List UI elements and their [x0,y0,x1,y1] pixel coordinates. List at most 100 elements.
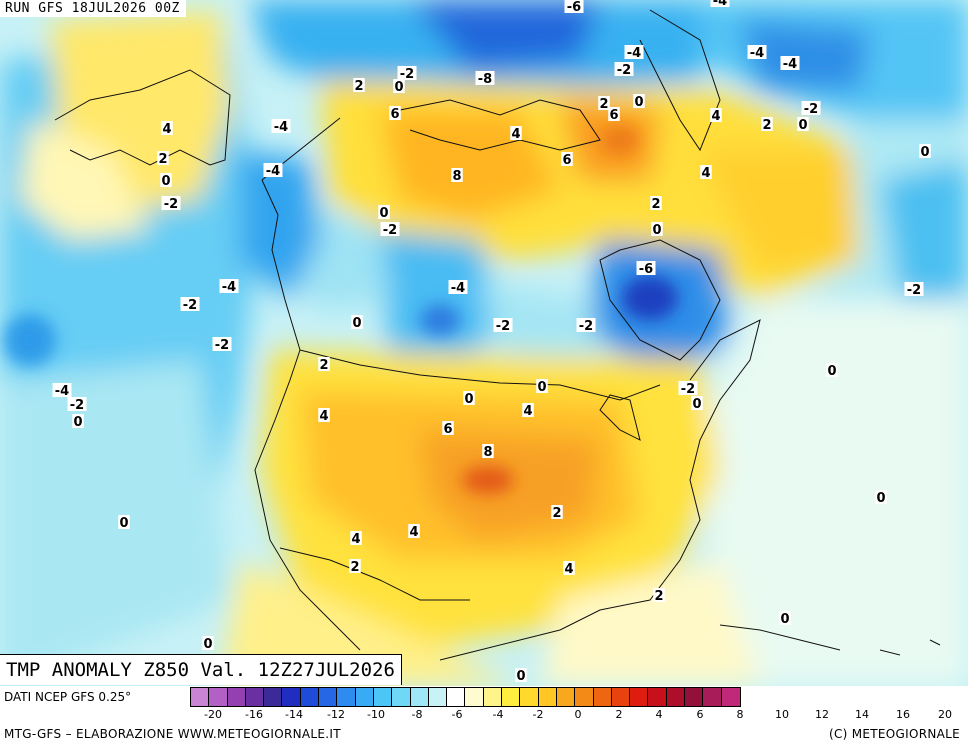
svg-text:2: 2 [319,358,328,373]
svg-text:0: 0 [119,516,128,531]
greenland-coast [639,9,721,152]
svg-text:6: 6 [390,107,399,122]
scale-tick-label: 12 [815,708,829,721]
svg-text:-2: -2 [804,102,818,117]
contour-label: 2 [598,96,610,112]
contour-label: 2 [157,151,169,167]
svg-text:-4: -4 [55,384,69,399]
contour-label: 4 [408,524,420,540]
svg-text:2: 2 [654,589,663,604]
svg-text:-2: -2 [383,223,397,238]
source-label: DATI NCEP GFS 0.25° [4,690,132,704]
contour-label: 2 [349,559,361,575]
scale-swatch [575,688,594,706]
svg-text:-2: -2 [70,398,84,413]
contour-label: 4 [710,108,722,124]
svg-text:-4: -4 [266,164,280,179]
contour-label: 0 [691,396,703,412]
scale-swatch [465,688,484,706]
contour-label: 4 [510,126,522,142]
scale-swatch [666,688,686,706]
svg-text:4: 4 [701,166,710,181]
contour-label: -8 [475,71,495,87]
contour-label: 4 [161,121,173,137]
contour-label: -2 [576,318,596,334]
svg-text:6: 6 [443,422,452,437]
arctic-islands [399,99,601,151]
scale-swatch [556,688,576,706]
scale-swatch [611,688,631,706]
scale-swatch [209,688,228,706]
svg-text:-4: -4 [627,46,641,61]
scale-swatch [520,688,539,706]
svg-text:-2: -2 [681,382,695,397]
great-lakes [599,394,641,441]
scale-tick-label: 8 [736,708,744,721]
svg-text:2: 2 [599,97,608,112]
contour-label: 2 [551,505,563,521]
contour-label: -4 [624,45,644,61]
svg-text:-4: -4 [451,281,465,296]
pacific-coast [254,179,361,651]
svg-text:-4: -4 [783,57,797,72]
contour-label: 4 [318,408,330,424]
svg-text:4: 4 [511,127,520,142]
svg-text:0: 0 [394,80,403,95]
svg-text:-4: -4 [750,46,764,61]
contour-label: 0 [378,205,390,221]
contour-label: -2 [678,381,698,397]
scale-tick-label: 14 [855,708,869,721]
contour-label: 6 [389,106,401,122]
svg-text:0: 0 [634,95,643,110]
contour-label: 0 [463,391,475,407]
svg-text:0: 0 [537,380,546,395]
run-label: RUN GFS 18JUL2026 00Z [0,0,186,17]
svg-text:6: 6 [562,153,571,168]
scale-tick-label: -14 [285,708,303,721]
credit-left: MTG-GFS – ELABORAZIONE WWW.METEOGIORNALE… [4,727,341,741]
svg-text:4: 4 [351,532,360,547]
svg-text:-6: -6 [567,0,581,15]
svg-text:-2: -2 [215,338,229,353]
svg-text:-4: -4 [274,120,288,135]
scale-swatch [355,688,374,706]
map-title: TMP ANOMALY Z850 Val. 12Z27JUL2026 [0,654,402,685]
svg-text:-4: -4 [713,0,727,9]
svg-text:0: 0 [203,637,212,652]
caribbean-islands [719,624,941,656]
contour-label: 0 [779,611,791,627]
svg-text:0: 0 [876,491,885,506]
scale-swatch [630,688,649,706]
hudson-bay-coast [599,239,721,361]
contour-label: 6 [442,421,454,437]
contour-label: 0 [351,315,363,331]
scale-swatch [447,688,466,706]
anomaly-core-highlights [4,126,678,494]
svg-text:8: 8 [452,169,461,184]
contour-label: -2 [614,62,634,78]
contour-label: 0 [919,144,931,160]
contour-label: 4 [563,561,575,577]
scale-swatch [227,688,246,706]
svg-text:-2: -2 [400,67,414,82]
svg-text:0: 0 [161,174,170,189]
scale-swatch [685,688,704,706]
contour-label: 4 [522,403,534,419]
svg-text:0: 0 [73,415,82,430]
contour-label: -2 [493,318,513,334]
scale-swatch [593,688,612,706]
contour-label: 6 [561,152,573,168]
svg-text:2: 2 [158,152,167,167]
contour-label: 2 [650,196,662,212]
svg-text:0: 0 [798,118,807,133]
contour-label: -4 [747,45,767,61]
scale-tick-label: 20 [938,708,952,721]
svg-text:2: 2 [762,118,771,133]
contour-label: -4 [219,279,239,295]
svg-text:-2: -2 [579,319,593,334]
contour-label: -4 [52,383,72,399]
scale-tick-label: -4 [492,708,504,721]
svg-text:4: 4 [564,562,573,577]
